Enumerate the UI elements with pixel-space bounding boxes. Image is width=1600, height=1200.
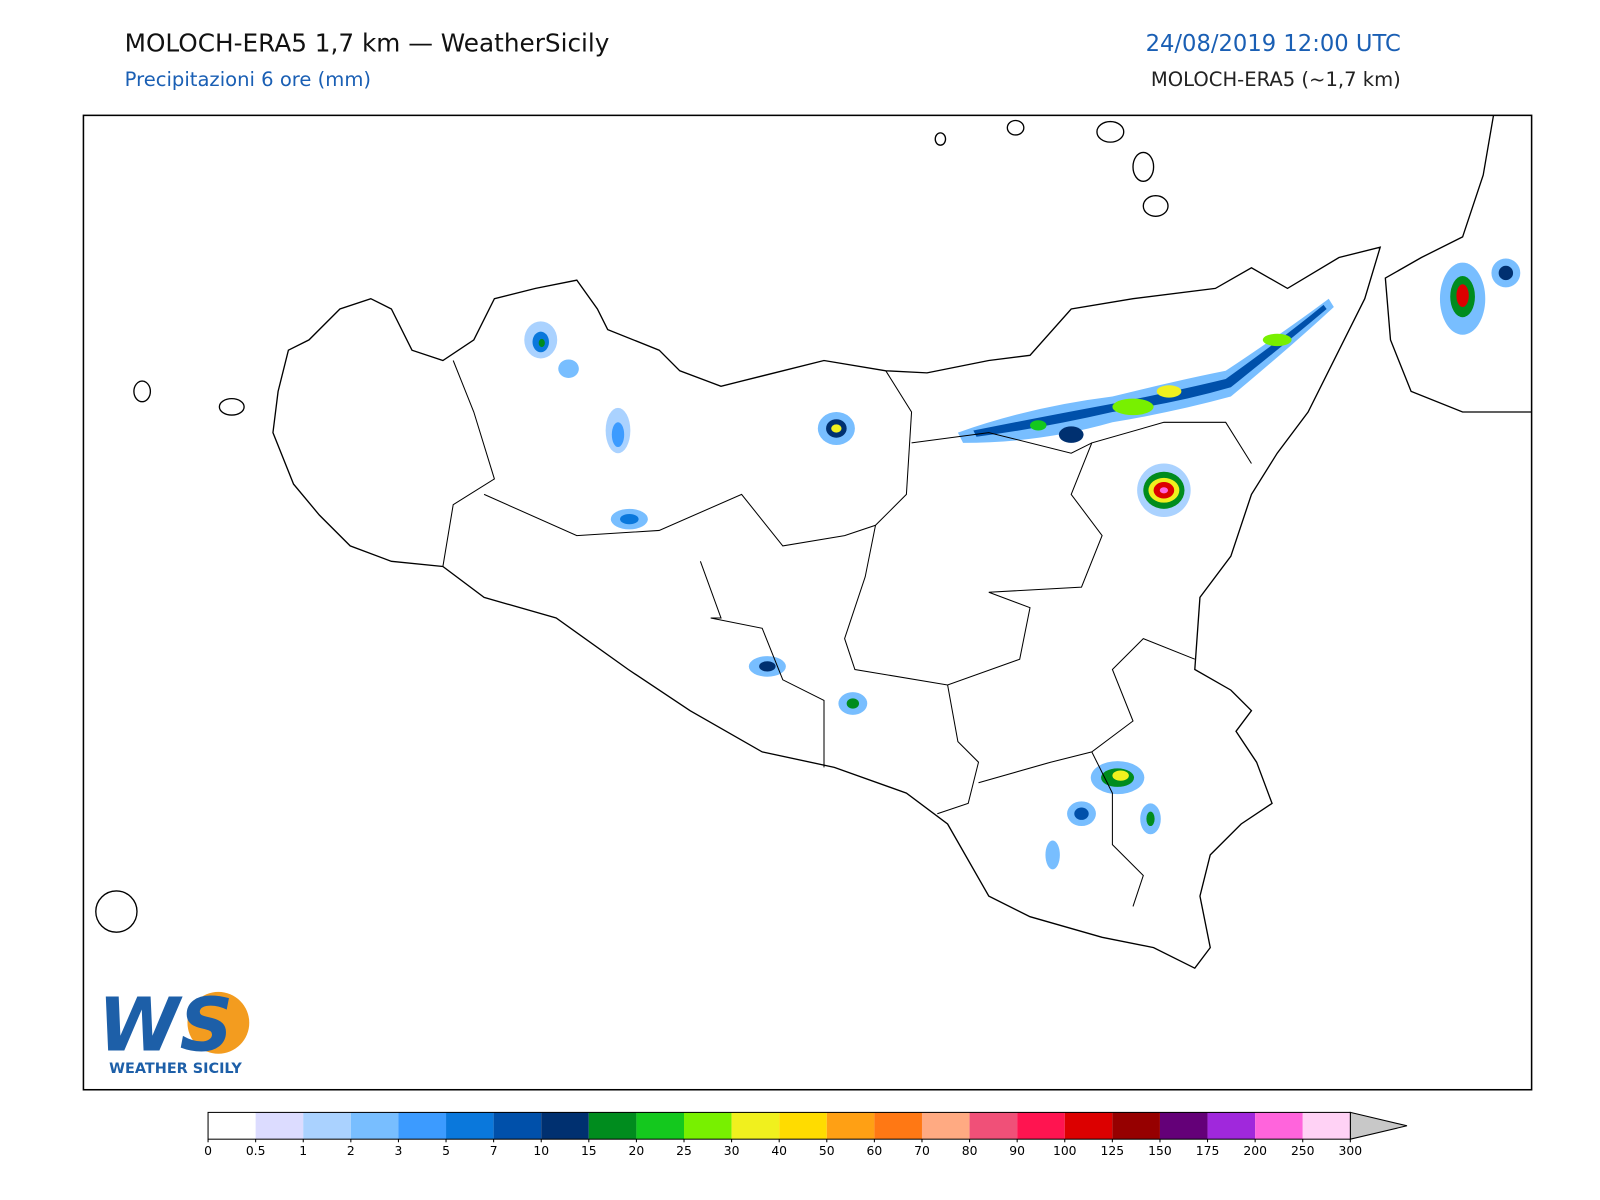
colorbar-segment [1112,1112,1160,1140]
colorbar-tick-label: 150 [1148,1144,1172,1158]
title: MOLOCH-ERA5 1,7 km — WeatherSicily [125,28,610,57]
colorbar-tick-label: 20 [629,1144,645,1158]
colorbar-tick-label: 125 [1101,1144,1125,1158]
colorbar-tick-label: 200 [1243,1144,1267,1158]
colorbar-tick-label: 15 [581,1144,597,1158]
colorbar-segment [779,1112,827,1140]
colorbar-tick-label: 70 [914,1144,930,1158]
colorbar-extension [1349,1111,1408,1140]
colorbar-tick-label: 80 [962,1144,978,1158]
colorbar: 0 0.5 1 2 3 5 7 10 15 20 25 30 40 50 60 70 80 90 100 125 150… [204,1111,1408,1158]
colorbar-segment [350,1112,399,1140]
colorbar-tick-label: 50 [819,1144,835,1158]
colorbar-segment [1017,1112,1065,1140]
colorbar-tick-label: 100 [1053,1144,1077,1158]
colorbar-segment [398,1112,447,1140]
coastline [272,246,1382,970]
colorbar-tick-label: 90 [1009,1144,1025,1158]
colorbar-tick-label: 175 [1196,1144,1220,1158]
map [82,114,1533,1091]
logo: WS WEATHER SICILY [98,983,250,1077]
colorbar-segment [1302,1112,1351,1140]
colorbar-segment [541,1112,589,1140]
colorbar-tick-label: 0.5 [246,1144,266,1158]
colorbar-segment [303,1112,351,1140]
colorbar-tick-label: 30 [724,1144,740,1158]
colorbar-tick-label: 25 [676,1144,692,1158]
colorbar-tick-label: 40 [771,1144,787,1158]
datetime: 24/08/2019 12:00 UTC [1146,31,1401,57]
logo-letters: WS [98,983,233,1069]
colorbar-segment [1255,1112,1303,1140]
colorbar-tick-label: 5 [442,1144,450,1158]
colorbar-segment [636,1112,685,1140]
colorbar-tick-label: 250 [1291,1144,1315,1158]
colorbar-segment [588,1112,637,1140]
colorbar-segment [826,1112,875,1140]
islands [95,119,1169,933]
precipitation [524,258,1521,870]
colorbar-tick-label: 0 [204,1144,212,1158]
colorbar-tick-label: 3 [395,1144,403,1158]
colorbar-segment [1207,1112,1256,1140]
subtitle: Precipitazioni 6 ore (mm) [125,68,371,91]
colorbar-tick-label: 7 [490,1144,498,1158]
colorbar-segment [1064,1112,1113,1140]
colorbar-segment [208,1112,256,1140]
colorbar-segment [969,1112,1018,1140]
colorbar-tick-label: 2 [347,1144,355,1158]
colorbar-segment [1159,1112,1208,1140]
map-frame [82,114,1533,1091]
colorbar-tick-label: 300 [1339,1144,1363,1158]
colorbar-tick-label: 1 [299,1144,307,1158]
calabria [1384,115,1532,413]
colorbar-segment [493,1112,542,1140]
model-label: MOLOCH-ERA5 (~1,7 km) [1151,68,1401,91]
colorbar-segment [731,1112,780,1140]
colorbar-segment [446,1112,494,1140]
province-borders [442,360,1252,907]
logo-caption: WEATHER SICILY [109,1061,242,1077]
colorbar-tick-label: 10 [533,1144,549,1158]
colorbar-segment [921,1112,970,1140]
colorbar-segment [255,1112,304,1140]
colorbar-tick-label: 60 [867,1144,883,1158]
colorbar-segment [874,1112,922,1140]
colorbar-segment [684,1112,732,1140]
